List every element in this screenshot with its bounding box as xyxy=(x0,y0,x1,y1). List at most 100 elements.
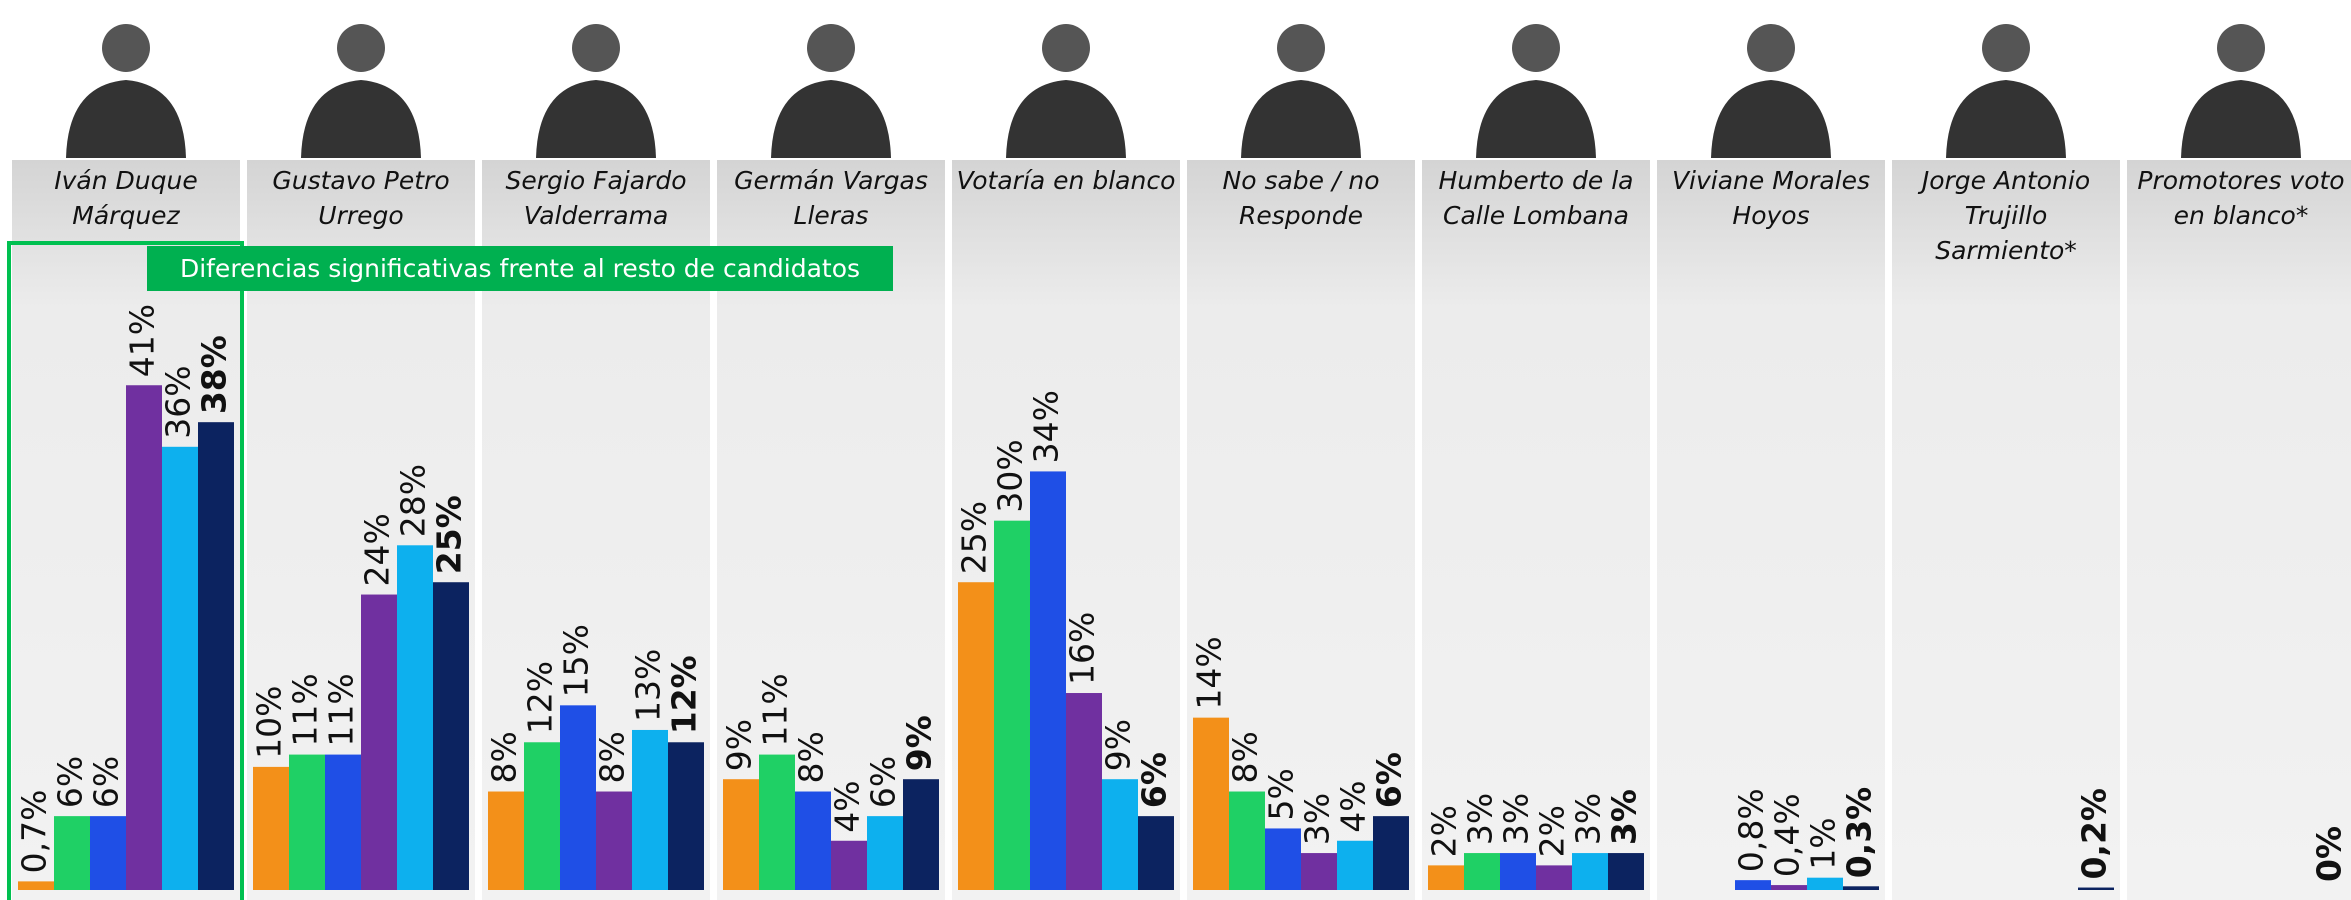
bar xyxy=(867,816,903,890)
bar xyxy=(1193,718,1229,890)
bar xyxy=(831,841,867,890)
value-label: 11% xyxy=(756,673,795,746)
bar xyxy=(903,779,939,890)
value-label: 6% xyxy=(87,756,126,808)
bar xyxy=(1373,816,1409,890)
bar xyxy=(1138,816,1174,890)
bar xyxy=(723,779,759,890)
bar xyxy=(90,816,126,890)
category-label: Promotores voto en blanco* xyxy=(2127,163,2351,233)
portrait-body xyxy=(66,80,186,158)
bar xyxy=(1735,880,1771,890)
value-label: 6% xyxy=(51,756,90,808)
value-label: 3% xyxy=(1298,793,1337,845)
annotation: Diferencias significativas frente al res… xyxy=(147,246,893,291)
bar xyxy=(1428,865,1464,890)
value-label: 12% xyxy=(521,661,560,734)
category-label: Sergio Fajardo Valderrama xyxy=(482,163,710,233)
value-label: 1% xyxy=(1804,817,1843,869)
bar xyxy=(433,582,469,890)
portrait-body xyxy=(771,80,891,158)
bar xyxy=(198,422,234,890)
value-label: 9% xyxy=(1099,719,1138,771)
value-label: 9% xyxy=(720,719,759,771)
value-label: 6% xyxy=(864,756,903,808)
category-label: Gustavo Petro Urrego xyxy=(247,163,475,233)
portrait-head xyxy=(2217,24,2265,72)
value-label: 4% xyxy=(1334,780,1373,832)
value-label: 0,8% xyxy=(1732,788,1771,872)
value-label: 34% xyxy=(1027,390,1066,463)
value-label: 16% xyxy=(1063,612,1102,685)
bar xyxy=(253,767,289,890)
value-label: 30% xyxy=(991,439,1030,512)
value-label: 3% xyxy=(1605,789,1644,845)
bar xyxy=(126,385,162,890)
chart: 0,7%10%8%9%25%14%2%6%11%12%11%30%8%3%6%1… xyxy=(0,0,2351,900)
bar xyxy=(1229,792,1265,890)
portrait-body xyxy=(1711,80,1831,158)
value-label: 0,4% xyxy=(1768,793,1807,877)
category-label: Germán Vargas Lleras xyxy=(717,163,945,233)
bar xyxy=(1536,865,1572,890)
bar xyxy=(18,881,54,890)
bar xyxy=(1066,693,1102,890)
portrait-head xyxy=(337,24,385,72)
bar xyxy=(361,595,397,890)
bar xyxy=(1265,828,1301,890)
value-label: 6% xyxy=(1370,752,1409,808)
value-label: 8% xyxy=(792,731,831,783)
bar xyxy=(289,755,325,890)
portrait-body xyxy=(1476,80,1596,158)
bar xyxy=(524,742,560,890)
bar xyxy=(1102,779,1138,890)
bar xyxy=(2078,888,2114,890)
category-label: Humberto de la Calle Lombana xyxy=(1422,163,1650,233)
portrait-head xyxy=(572,24,620,72)
portrait-body xyxy=(301,80,421,158)
value-label: 3% xyxy=(1461,793,1500,845)
bar xyxy=(560,705,596,890)
value-label: 10% xyxy=(250,686,289,759)
value-label: 25% xyxy=(430,495,469,574)
value-label: 8% xyxy=(1226,731,1265,783)
value-label: 15% xyxy=(557,624,596,697)
value-label: 11% xyxy=(286,673,325,746)
value-label: 0,2% xyxy=(2075,788,2114,880)
bar xyxy=(632,730,668,890)
portrait-body xyxy=(536,80,656,158)
value-label: 38% xyxy=(195,335,234,414)
category-label: Jorge Antonio Trujillo Sarmiento* xyxy=(1892,163,2120,268)
bar xyxy=(795,792,831,890)
plot: 0,7%10%8%9%25%14%2%6%11%12%11%30%8%3%6%1… xyxy=(0,0,2351,900)
bar xyxy=(1771,885,1807,890)
bar xyxy=(54,816,90,890)
portrait-body xyxy=(1946,80,2066,158)
category-label: Iván Duque Márquez xyxy=(12,163,240,233)
portrait-head xyxy=(807,24,855,72)
bar xyxy=(1807,878,1843,890)
bar xyxy=(668,742,704,890)
value-label: 2% xyxy=(1425,805,1464,857)
panel xyxy=(1422,160,1650,900)
bar xyxy=(325,755,361,890)
value-label: 41% xyxy=(123,304,162,377)
category-label: No sabe / no Responde xyxy=(1187,163,1415,233)
value-label: 14% xyxy=(1190,636,1229,709)
value-label: 12% xyxy=(665,655,704,734)
portrait-body xyxy=(1006,80,1126,158)
value-label: 8% xyxy=(485,731,524,783)
portrait-head xyxy=(1747,24,1795,72)
category-label: Votaría en blanco xyxy=(952,163,1180,198)
value-label: 13% xyxy=(629,649,668,722)
value-label: 5% xyxy=(1262,768,1301,820)
category-label: Viviane Morales Hoyos xyxy=(1657,163,1885,233)
bar xyxy=(1030,471,1066,890)
portrait-head xyxy=(1042,24,1090,72)
value-label: 9% xyxy=(900,715,939,771)
value-label: 24% xyxy=(358,513,397,586)
bar xyxy=(1572,853,1608,890)
portrait-head xyxy=(1277,24,1325,72)
bar xyxy=(1843,886,1879,890)
value-label: 8% xyxy=(593,731,632,783)
